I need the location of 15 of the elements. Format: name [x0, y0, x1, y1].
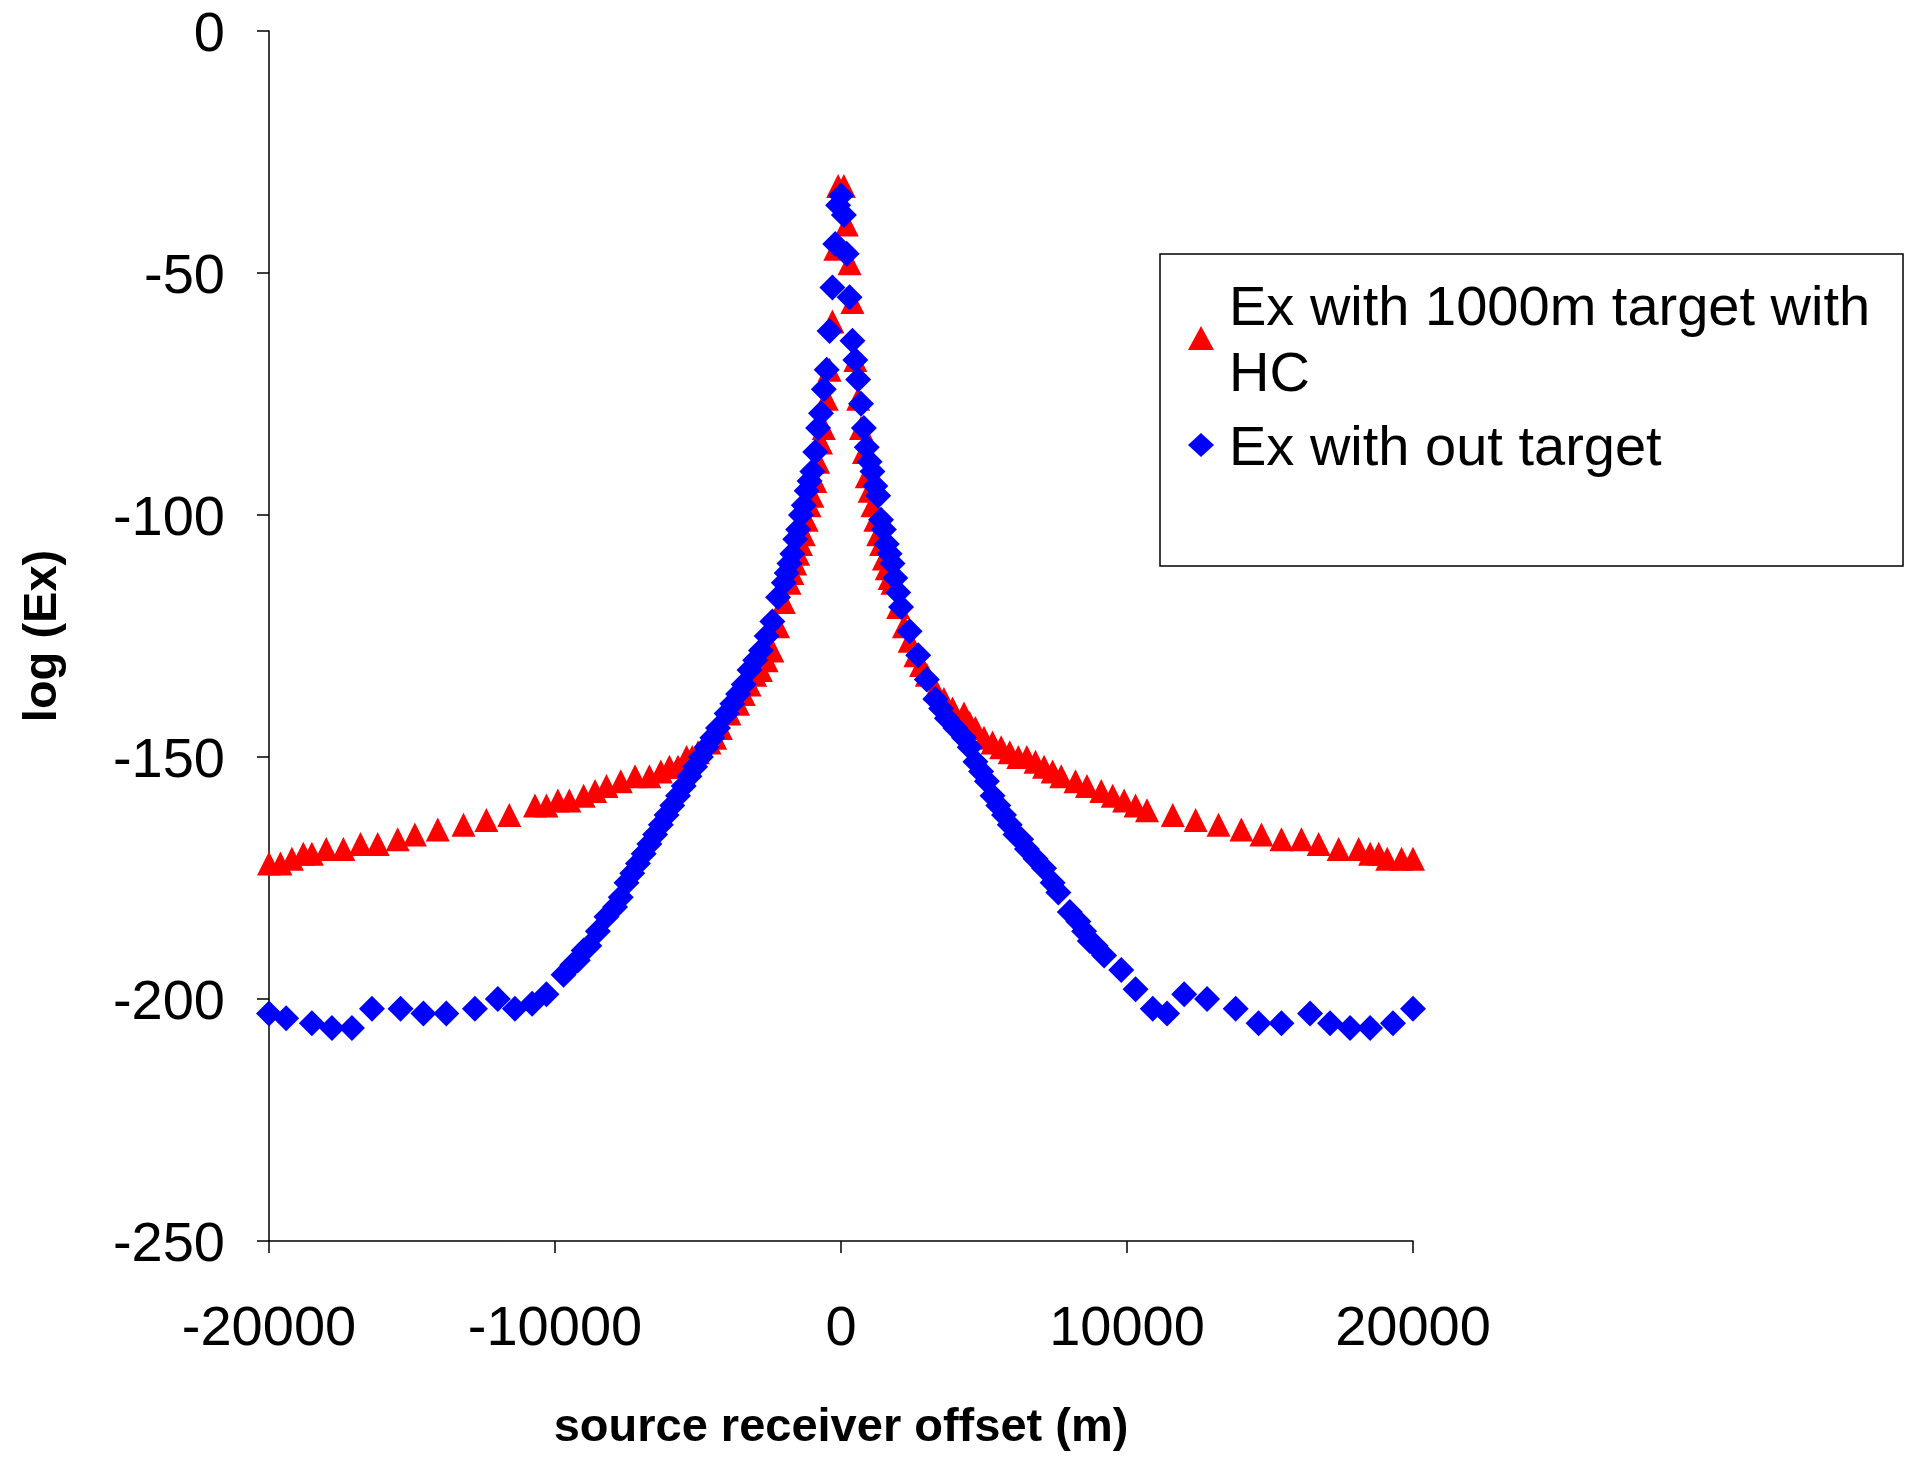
- y-tick-label: -50: [144, 241, 225, 305]
- x-tick-label: -20000: [181, 1293, 357, 1357]
- legend-label: Ex with out target: [1229, 413, 1663, 477]
- y-tick-label: -150: [112, 725, 225, 789]
- y-tick-label: -200: [112, 967, 225, 1031]
- y-tick-label: 0: [193, 0, 225, 63]
- x-axis-title: source receiver offset (m): [553, 1398, 1129, 1451]
- legend-label: Ex with 1000m target with HC: [1229, 273, 1886, 403]
- x-tick-label: 20000: [1335, 1293, 1491, 1357]
- x-tick-label: 10000: [1049, 1293, 1205, 1357]
- x-tick-label: 0: [825, 1293, 857, 1357]
- y-axis-title: log (Ex): [13, 549, 66, 723]
- y-tick-label: -100: [112, 483, 225, 547]
- x-tick-label: -10000: [467, 1293, 643, 1357]
- y-tick-label: -250: [112, 1209, 225, 1273]
